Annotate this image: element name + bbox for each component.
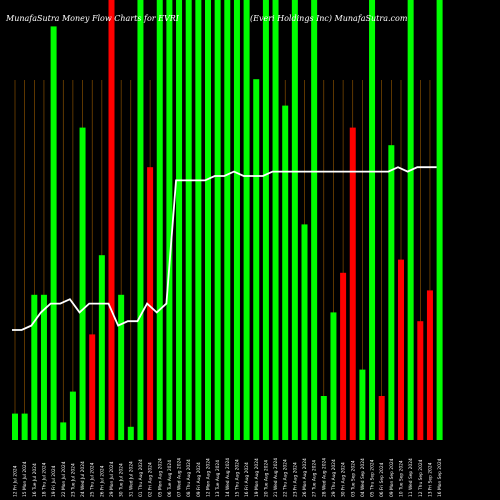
- bar-25: [243, 0, 250, 440]
- x-tick-label: 28 Wed Aug 2024: [321, 458, 327, 497]
- x-tick-label: 29 Thu Aug 2024: [331, 459, 337, 497]
- x-tick-label: 16 Mon Sep 2024: [437, 458, 443, 497]
- x-tick-label: 31 Wed Jul 2024: [128, 461, 134, 497]
- x-tick-label: 13 Tue Aug 2024: [215, 460, 221, 497]
- x-tick-label: 09 Mon Sep 2024: [389, 458, 395, 497]
- bar-35: [340, 272, 347, 440]
- bar-26: [253, 79, 260, 440]
- bar-5: [50, 26, 57, 441]
- x-tick-label: 22 Thu Aug 2024: [283, 459, 289, 497]
- bar-29: [282, 105, 289, 440]
- x-tick-label: 25 Thu Jul 2024: [90, 462, 96, 497]
- bar-22: [214, 0, 221, 440]
- bar-15: [147, 167, 154, 440]
- x-tick-label: 22 Mon Jul 2024: [61, 461, 67, 497]
- x-tick-label: 12 Thu Sep 2024: [418, 459, 424, 497]
- x-tick-label: 12 Fri Jul 2024: [13, 465, 19, 497]
- x-tick-label: 26 Mon Aug 2024: [302, 458, 308, 497]
- bar-11: [108, 0, 115, 440]
- bar-19: [185, 0, 192, 440]
- x-tick-label: 18 Thu Jul 2024: [41, 462, 47, 497]
- bar-12: [118, 294, 125, 440]
- bar-7: [69, 391, 76, 440]
- x-tick-label: 16 Fri Aug 2024: [244, 462, 250, 497]
- bar-45: [436, 0, 443, 440]
- bar-28: [272, 0, 279, 440]
- bar-27: [262, 0, 269, 440]
- bar-16: [156, 0, 163, 440]
- x-tick-label: 12 Mon Aug 2024: [206, 458, 212, 497]
- x-tick-label: 29 Mon Jul 2024: [109, 461, 115, 497]
- x-tick-label: 15 Mon Jul 2024: [22, 461, 28, 497]
- x-tick-label: 13 Fri Sep 2024: [427, 462, 433, 497]
- bar-33: [320, 396, 327, 440]
- x-tick-label: 06 Fri Sep 2024: [379, 462, 385, 497]
- x-tick-label: 30 Tue Jul 2024: [119, 463, 125, 497]
- x-tick-label: 03 Tue Sep 2024: [350, 460, 356, 497]
- x-tick-label: 23 Tue Jul 2024: [70, 463, 76, 497]
- bar-18: [176, 0, 183, 440]
- money-flow-line-path: [12, 166, 437, 331]
- bar-3: [31, 294, 38, 440]
- bar-23: [224, 0, 231, 440]
- bar-6: [60, 422, 67, 440]
- bar-10: [98, 255, 105, 440]
- x-tick-label: 02 Fri Aug 2024: [148, 462, 154, 497]
- bar-41: [398, 259, 404, 440]
- x-tick-label: 19 Fri Jul 2024: [51, 465, 57, 497]
- x-axis-labels: 12 Fri Jul 2024 15 Mon Jul 2024 16 Tue Jul…: [13, 458, 444, 497]
- bar-39: [378, 396, 385, 440]
- bar-1: [12, 413, 18, 440]
- bar-24: [233, 0, 240, 440]
- bars: [12, 0, 443, 441]
- x-tick-label: 15 Thu Aug 2024: [234, 459, 240, 497]
- bar-14: [137, 0, 144, 440]
- x-tick-label: 19 Mon Aug 2024: [254, 458, 260, 497]
- x-tick-label: 05 Thu Sep 2024: [370, 459, 376, 497]
- x-tick-label: 06 Tue Aug 2024: [167, 460, 173, 497]
- x-tick-label: 07 Wed Aug 2024: [177, 458, 183, 497]
- chart-subtitle: (Everi Holdings Inc) MunafaSutra.com: [250, 14, 408, 23]
- x-tick-label: 08 Thu Aug 2024: [186, 459, 192, 497]
- x-tick-label: 01 Thu Aug 2024: [138, 459, 144, 497]
- money-flow-line: [12, 166, 437, 331]
- bar-34: [330, 312, 337, 440]
- bar-43: [417, 321, 424, 440]
- x-tick-label: 10 Tue Sep 2024: [399, 460, 405, 497]
- bar-42: [407, 0, 414, 440]
- x-tick-label: 23 Fri Aug 2024: [292, 462, 298, 497]
- x-tick-label: 27 Tue Aug 2024: [312, 460, 318, 497]
- bar-17: [166, 0, 173, 440]
- bar-2: [21, 413, 28, 440]
- bar-4: [40, 294, 47, 440]
- x-tick-label: 30 Fri Aug 2024: [341, 462, 347, 497]
- bar-44: [426, 290, 433, 440]
- x-tick-label: 20 Tue Aug 2024: [263, 460, 269, 497]
- bar-13: [127, 426, 134, 440]
- x-tick-label: 14 Wed Aug 2024: [225, 458, 231, 497]
- bar-30: [291, 0, 298, 440]
- bar-40: [388, 145, 395, 440]
- x-tick-label: 04 Wed Sep 2024: [360, 458, 366, 497]
- x-tick-label: 26 Fri Jul 2024: [99, 465, 105, 497]
- x-tick-label: 05 Mon Aug 2024: [157, 458, 163, 497]
- bar-37: [359, 369, 366, 440]
- x-tick-label: 24 Wed Jul 2024: [80, 461, 86, 497]
- x-tick-label: 21 Wed Aug 2024: [273, 458, 279, 497]
- bar-38: [369, 0, 376, 440]
- bar-32: [311, 0, 318, 440]
- bar-21: [205, 0, 211, 440]
- x-tick-label: 16 Tue Jul 2024: [32, 463, 38, 497]
- x-tick-label: 11 Wed Sep 2024: [408, 458, 414, 497]
- bar-20: [195, 0, 202, 440]
- bar-9: [89, 334, 96, 440]
- chart-title: MunafaSutra Money Flow Charts for EVRI: [6, 14, 179, 23]
- bar-36: [349, 127, 356, 440]
- x-tick-label: 09 Fri Aug 2024: [196, 462, 202, 497]
- bar-31: [301, 224, 308, 440]
- bar-8: [79, 127, 86, 440]
